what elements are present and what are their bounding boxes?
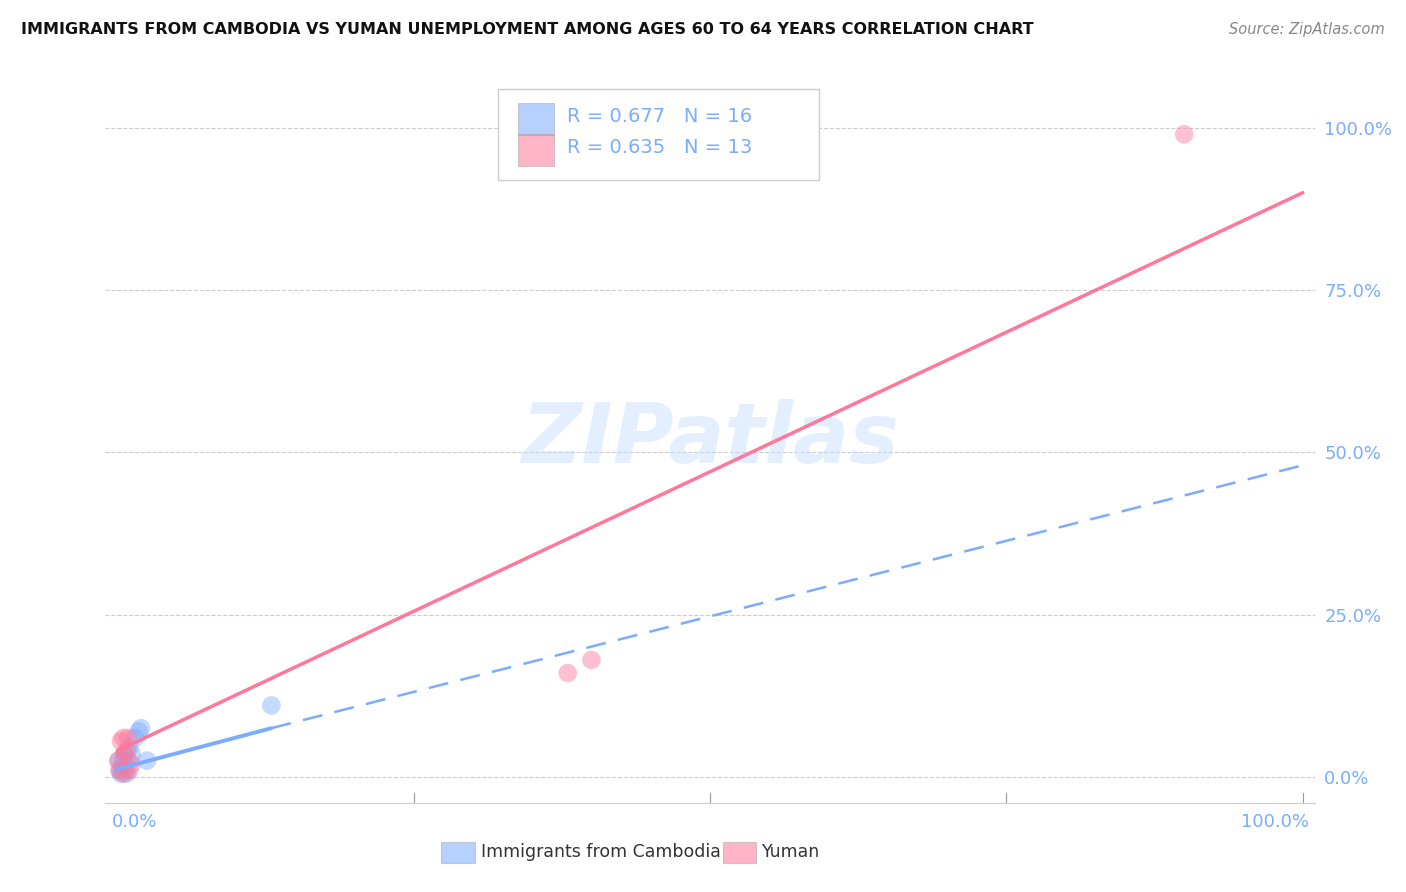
Text: 100.0%: 100.0%: [1240, 813, 1309, 830]
Point: [118, 764, 141, 778]
Text: 0.0%: 0.0%: [111, 813, 156, 830]
Point: [115, 766, 138, 780]
Point: [114, 764, 136, 778]
Point: [117, 754, 139, 768]
Point: [112, 754, 135, 768]
Point: [128, 724, 150, 739]
Point: [108, 764, 131, 778]
Point: [129, 721, 152, 735]
Point: [112, 747, 135, 761]
Text: IMMIGRANTS FROM CAMBODIA VS YUMAN UNEMPLOYMENT AMONG AGES 60 TO 64 YEARS CORRELA: IMMIGRANTS FROM CAMBODIA VS YUMAN UNEMPL…: [21, 22, 1033, 37]
Text: Yuman: Yuman: [762, 843, 820, 861]
Point: [110, 734, 132, 748]
Point: [136, 754, 159, 768]
Point: [111, 760, 134, 774]
Point: [557, 665, 579, 680]
Point: [112, 731, 135, 745]
Y-axis label: Unemployment Among Ages 60 to 64 years: Unemployment Among Ages 60 to 64 years: [0, 258, 8, 621]
Text: Source: ZipAtlas.com: Source: ZipAtlas.com: [1229, 22, 1385, 37]
FancyBboxPatch shape: [517, 134, 554, 166]
Point: [112, 766, 135, 780]
Point: [121, 756, 143, 771]
Point: [581, 653, 603, 667]
Point: [107, 754, 129, 768]
Point: [121, 747, 143, 761]
Point: [115, 744, 138, 758]
FancyBboxPatch shape: [499, 89, 818, 180]
Point: [118, 740, 141, 755]
Text: R = 0.677   N = 16: R = 0.677 N = 16: [568, 107, 752, 126]
Point: [112, 747, 135, 761]
FancyBboxPatch shape: [517, 103, 554, 135]
Point: [117, 731, 139, 745]
Text: ZIPatlas: ZIPatlas: [522, 399, 898, 480]
Point: [260, 698, 283, 713]
Point: [1173, 127, 1195, 141]
Text: Immigrants from Cambodia: Immigrants from Cambodia: [481, 843, 721, 861]
Text: R = 0.635   N = 13: R = 0.635 N = 13: [568, 138, 752, 157]
Point: [107, 754, 129, 768]
Point: [108, 764, 131, 778]
Point: [110, 766, 132, 780]
Point: [124, 731, 146, 745]
